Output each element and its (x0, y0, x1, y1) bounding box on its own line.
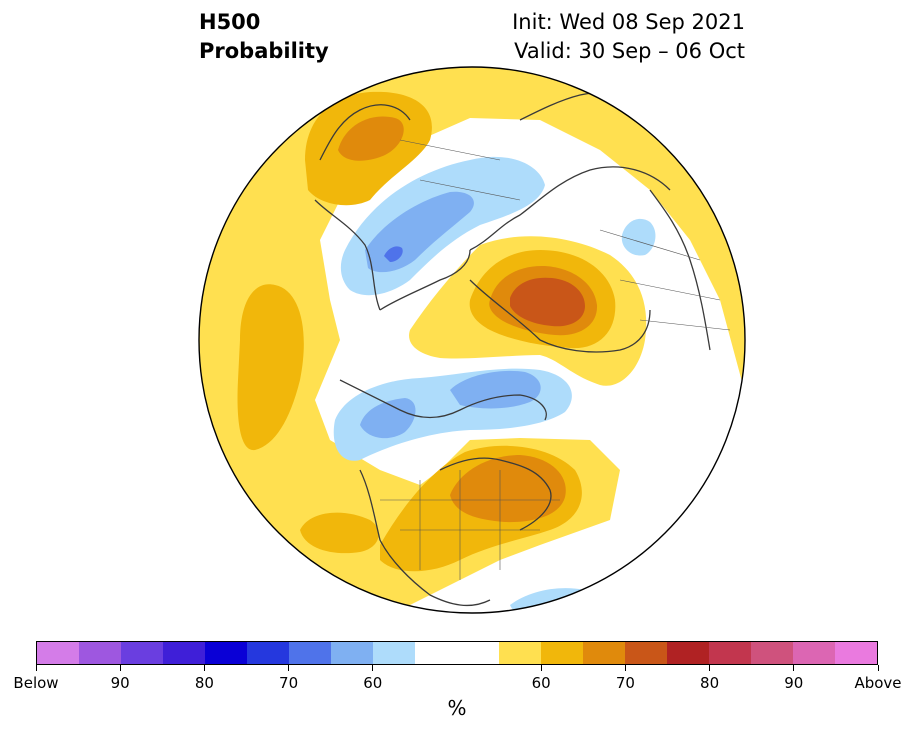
colorbar-tick-label: 60 (531, 674, 551, 692)
colorbar-swatch (373, 642, 415, 664)
anomaly-below-scandinavia (621, 218, 656, 256)
colorbar-tick (119, 665, 121, 671)
anomaly-above-nam-70 (450, 455, 566, 523)
anomaly-above-pacific (237, 284, 304, 451)
title-variable: H500 (199, 10, 261, 34)
anomaly-above-siberia-core (338, 116, 404, 161)
colorbar-tick (35, 665, 37, 671)
colorbar-tick-label: 60 (363, 674, 383, 692)
colorbar-tick (624, 665, 626, 671)
colorbar (36, 641, 878, 665)
colorbar-tick (288, 665, 290, 671)
polar-map (198, 66, 746, 614)
colorbar-swatch (205, 642, 247, 664)
colorbar-swatch (499, 642, 541, 664)
anomaly-above-aleutian (300, 512, 379, 554)
title-product: Probability (199, 39, 329, 63)
colorbar-tick (877, 665, 879, 671)
colorbar-tick-label: 90 (110, 674, 130, 692)
colorbar-tick-label: 90 (784, 674, 804, 692)
colorbar-swatch (163, 642, 205, 664)
colorbar-tick-label: 70 (279, 674, 299, 692)
colorbar-tick-label: 80 (700, 674, 720, 692)
colorbar-swatch (583, 642, 625, 664)
colorbar-swatch (79, 642, 121, 664)
colorbar-swatch (121, 642, 163, 664)
colorbar-swatch (37, 642, 79, 664)
colorbar-tick (203, 665, 205, 671)
colorbar-swatch (667, 642, 709, 664)
colorbar-unit-label: % (447, 696, 467, 720)
title-block-left: H500 Probability (199, 8, 329, 66)
colorbar-tick-label: 70 (615, 674, 635, 692)
anomaly-below-canada-60 (360, 398, 416, 439)
map-disc (199, 67, 745, 613)
colorbar-swatch (331, 642, 373, 664)
init-date: Init: Wed 08 Sep 2021 (512, 10, 745, 34)
colorbar-tick-label: 80 (194, 674, 214, 692)
colorbar-swatch (289, 642, 331, 664)
colorbar-tick-label: Below (13, 674, 59, 692)
map-boundary (198, 66, 746, 614)
colorbar-swatch (247, 642, 289, 664)
colorbar-swatch (625, 642, 667, 664)
title-block-right: Init: Wed 08 Sep 2021 Valid: 30 Sep – 06… (512, 8, 745, 66)
valid-period: Valid: 30 Sep – 06 Oct (514, 39, 745, 63)
political-borders (380, 139, 731, 580)
colorbar-tick (372, 665, 374, 671)
colorbar-swatch (709, 642, 751, 664)
colorbar-swatch (415, 642, 499, 664)
colorbar-swatch (793, 642, 835, 664)
colorbar-tick-label: Above (854, 674, 902, 692)
colorbar-swatch (751, 642, 793, 664)
colorbar-tick (540, 665, 542, 671)
colorbar-tick (793, 665, 795, 671)
colorbar-tick (709, 665, 711, 671)
coastlines (314, 92, 711, 607)
colorbar-swatch (541, 642, 583, 664)
anomaly-below-canada-60b (450, 370, 541, 409)
anomaly-below-arctic-70 (384, 246, 403, 262)
anomaly-above-europe-80 (510, 277, 585, 327)
colorbar-swatch (835, 642, 877, 664)
